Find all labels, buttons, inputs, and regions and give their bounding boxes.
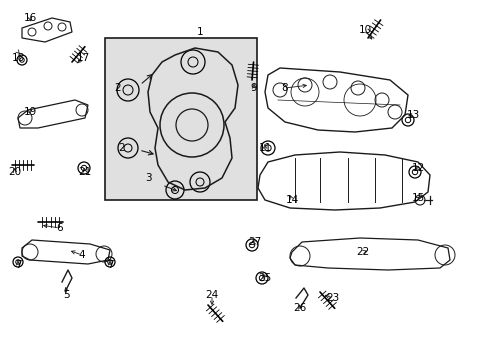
Text: 13: 13 [406, 110, 419, 120]
Text: 12: 12 [410, 163, 424, 173]
Text: 11: 11 [258, 143, 271, 153]
Text: 7: 7 [15, 260, 21, 270]
Text: 23: 23 [325, 293, 339, 303]
Text: 15: 15 [410, 193, 424, 203]
Text: 3: 3 [144, 173, 151, 183]
Text: 4: 4 [79, 250, 85, 260]
Text: 25: 25 [258, 273, 271, 283]
Text: 17: 17 [76, 53, 89, 63]
Text: 5: 5 [63, 290, 70, 300]
Text: 24: 24 [205, 290, 218, 300]
Text: 10: 10 [358, 25, 371, 35]
Text: 9: 9 [250, 83, 257, 93]
Text: 14: 14 [285, 195, 298, 205]
Text: 22: 22 [356, 247, 369, 257]
Bar [105, 38, 257, 200]
Text: 8: 8 [281, 83, 288, 93]
Text: 26: 26 [293, 303, 306, 313]
Text: 6: 6 [57, 223, 63, 233]
Text: 2: 2 [119, 143, 125, 153]
Text: 7: 7 [106, 260, 113, 270]
Text: 21: 21 [78, 167, 91, 177]
Text: 20: 20 [8, 167, 21, 177]
Text: 27: 27 [248, 237, 261, 247]
Text: 19: 19 [23, 107, 37, 117]
Text: 16: 16 [23, 13, 37, 23]
Text: 1: 1 [196, 27, 203, 37]
Text: 18: 18 [11, 53, 24, 63]
Text: 2: 2 [115, 83, 121, 93]
